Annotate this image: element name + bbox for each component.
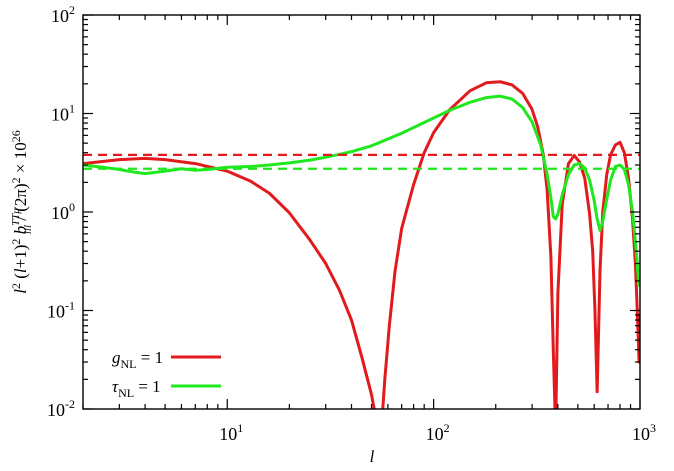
tick-labels: 101 102 103 102 101 100 10-1 10-2 — [47, 3, 656, 444]
x-tick-label: 103 — [632, 421, 656, 444]
legend-label-gnl: gNL = 1 — [112, 348, 163, 371]
y-tick-label: 102 — [51, 3, 75, 26]
y-tick-label: 10-2 — [47, 397, 75, 420]
legend-label-taunl: τNL = 1 — [112, 377, 161, 400]
y-tick-label: 10-1 — [47, 299, 75, 322]
curves — [83, 80, 640, 409]
legend: gNL = 1 τNL = 1 — [112, 348, 221, 400]
y-tick-label: 100 — [51, 200, 75, 223]
x-axis-label: l — [370, 447, 375, 466]
x-tick-label: 102 — [426, 421, 450, 444]
y-tick-label: 101 — [51, 102, 75, 125]
plot-area — [82, 14, 641, 410]
y-axis-label: l2 (l+1)2 bTTμlll / (2π)2 × 1026 — [9, 130, 34, 294]
series-line-0 — [83, 80, 640, 409]
x-tick-label: 101 — [219, 421, 243, 444]
ticks — [82, 14, 641, 410]
series-line-1 — [83, 94, 640, 287]
